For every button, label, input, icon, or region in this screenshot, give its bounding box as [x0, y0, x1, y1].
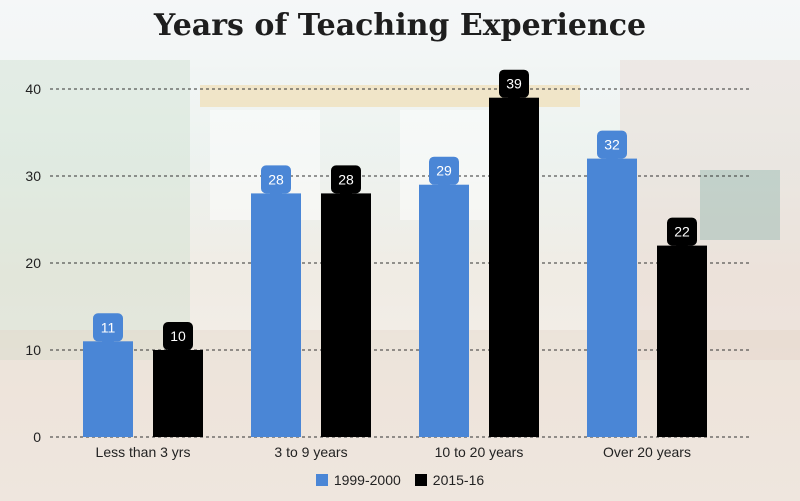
y-tick-label: 30 [25, 168, 41, 184]
x-tick-label: 3 to 9 years [274, 444, 347, 460]
x-tick-label: 10 to 20 years [435, 444, 524, 460]
legend-label: 2015-16 [432, 472, 485, 488]
data-label: 39 [506, 76, 522, 92]
data-label-callout [261, 165, 291, 201]
y-tick-label: 40 [25, 81, 41, 97]
data-label-callout [499, 69, 529, 105]
y-tick-label: 20 [25, 255, 41, 271]
chart-legend: 1999-2000 2015-16 [0, 472, 800, 488]
bar [657, 245, 707, 437]
data-label: 28 [268, 171, 284, 187]
data-label: 32 [604, 137, 620, 153]
bar [83, 341, 133, 437]
legend-item: 1999-2000 [315, 472, 401, 488]
legend-item: 2015-16 [414, 472, 485, 488]
data-label-callout [93, 313, 123, 349]
bar [489, 97, 539, 437]
data-label: 11 [101, 319, 116, 335]
data-label-callout [163, 322, 193, 357]
data-label: 10 [170, 328, 186, 344]
data-label: 22 [674, 224, 690, 240]
y-tick-label: 10 [25, 342, 41, 358]
data-label-callout [331, 165, 361, 201]
legend-swatch [315, 474, 328, 486]
bar [153, 350, 203, 437]
data-label: 28 [338, 171, 354, 187]
data-label: 29 [436, 163, 452, 179]
bar [321, 193, 371, 437]
legend-swatch [414, 474, 427, 486]
bar [251, 193, 301, 437]
chart-title: Years of Teaching Experience [153, 8, 647, 43]
bar [419, 184, 469, 437]
data-label-callout [429, 156, 459, 192]
data-label-callout [597, 130, 627, 166]
x-tick-label: Over 20 years [603, 444, 691, 460]
legend-label: 1999-2000 [333, 472, 401, 488]
x-tick-label: Less than 3 yrs [96, 444, 191, 460]
bar [587, 158, 637, 437]
y-tick-label: 0 [33, 429, 41, 445]
data-label-callout [667, 217, 697, 253]
